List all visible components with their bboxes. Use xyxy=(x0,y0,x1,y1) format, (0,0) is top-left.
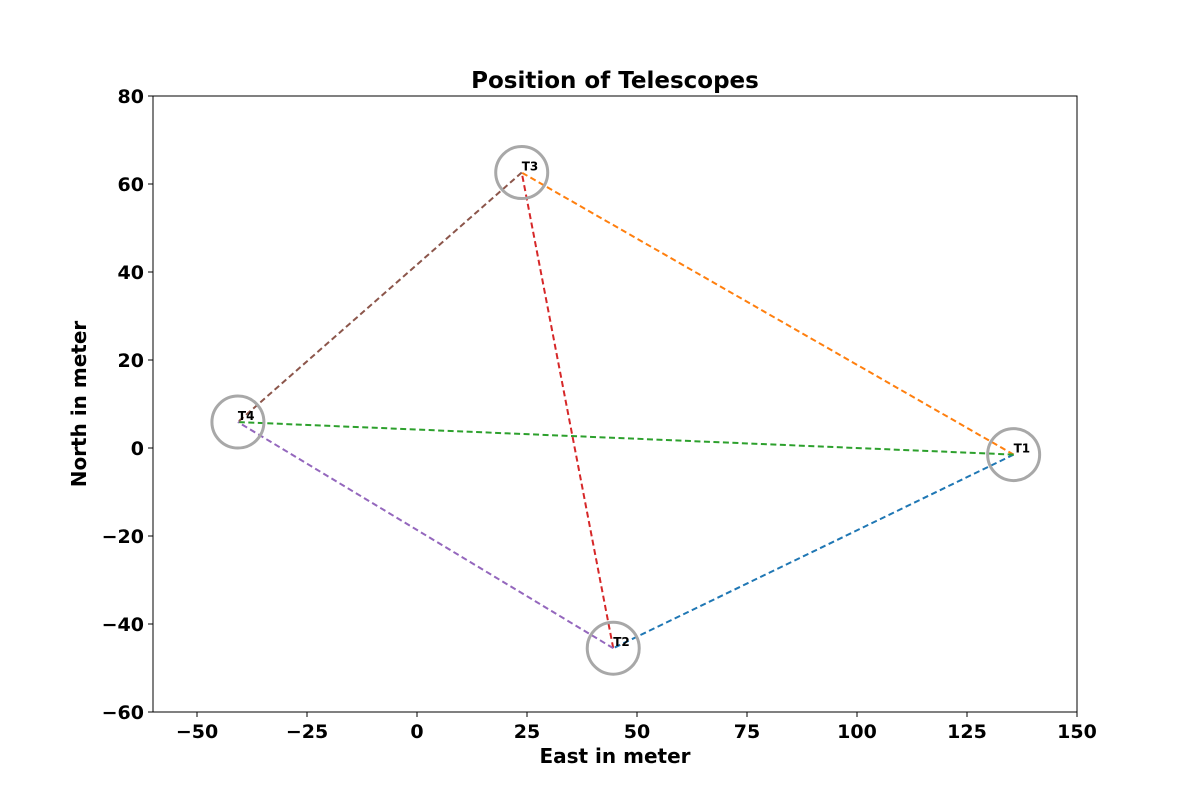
telescope-label-t1: T1 xyxy=(1014,442,1031,456)
y-tick-label: −60 xyxy=(102,702,144,724)
baseline-t1-t4 xyxy=(237,421,1014,456)
y-axis-ticks: −60 −40 −20 0 20 40 60 80 xyxy=(102,86,153,724)
telescope-marker-t2 xyxy=(585,620,641,676)
x-axis-ticks: −50 −25 0 25 50 75 100 125 150 xyxy=(176,712,1097,743)
x-tick-label: 0 xyxy=(410,721,423,743)
x-tick-label: 150 xyxy=(1057,721,1097,743)
baselines-layer xyxy=(237,171,1015,650)
x-axis-label: East in meter xyxy=(539,744,690,768)
telescope-label-t2: T2 xyxy=(613,635,630,649)
y-tick-label: −20 xyxy=(102,526,144,548)
chart-title: Position of Telescopes xyxy=(471,68,759,94)
telescope-marker-t4 xyxy=(210,394,266,450)
x-tick-label: −25 xyxy=(286,721,328,743)
x-tick-label: −50 xyxy=(176,721,218,743)
plot-area xyxy=(153,96,1077,712)
baseline-t2-t3 xyxy=(520,172,615,649)
telescope-label-t3: T3 xyxy=(522,160,539,174)
x-tick-label: 50 xyxy=(624,721,650,743)
telescope-marker-t1 xyxy=(986,427,1042,483)
y-axis-label: North in meter xyxy=(67,321,91,488)
y-tick-label: 40 xyxy=(118,262,144,284)
telescope-label-t4: T4 xyxy=(238,409,255,423)
x-tick-label: 125 xyxy=(947,721,987,743)
y-tick-label: 60 xyxy=(118,174,144,196)
y-tick-label: 0 xyxy=(131,438,144,460)
y-tick-label: 20 xyxy=(118,350,144,372)
telescope-marker-t3 xyxy=(494,145,550,201)
markers-layer xyxy=(210,145,1042,676)
y-tick-label: −40 xyxy=(102,614,144,636)
y-tick-label: 80 xyxy=(118,86,144,108)
baseline-t1-t2 xyxy=(612,453,1015,650)
baseline-t2-t4 xyxy=(237,421,614,650)
point-labels-layer: T1 T2 T3 T4 xyxy=(238,160,1030,650)
baseline-t3-t4 xyxy=(237,171,523,423)
x-tick-label: 25 xyxy=(514,721,540,743)
plot-frame xyxy=(152,95,1078,713)
x-tick-label: 75 xyxy=(734,721,760,743)
x-tick-label: 100 xyxy=(837,721,877,743)
